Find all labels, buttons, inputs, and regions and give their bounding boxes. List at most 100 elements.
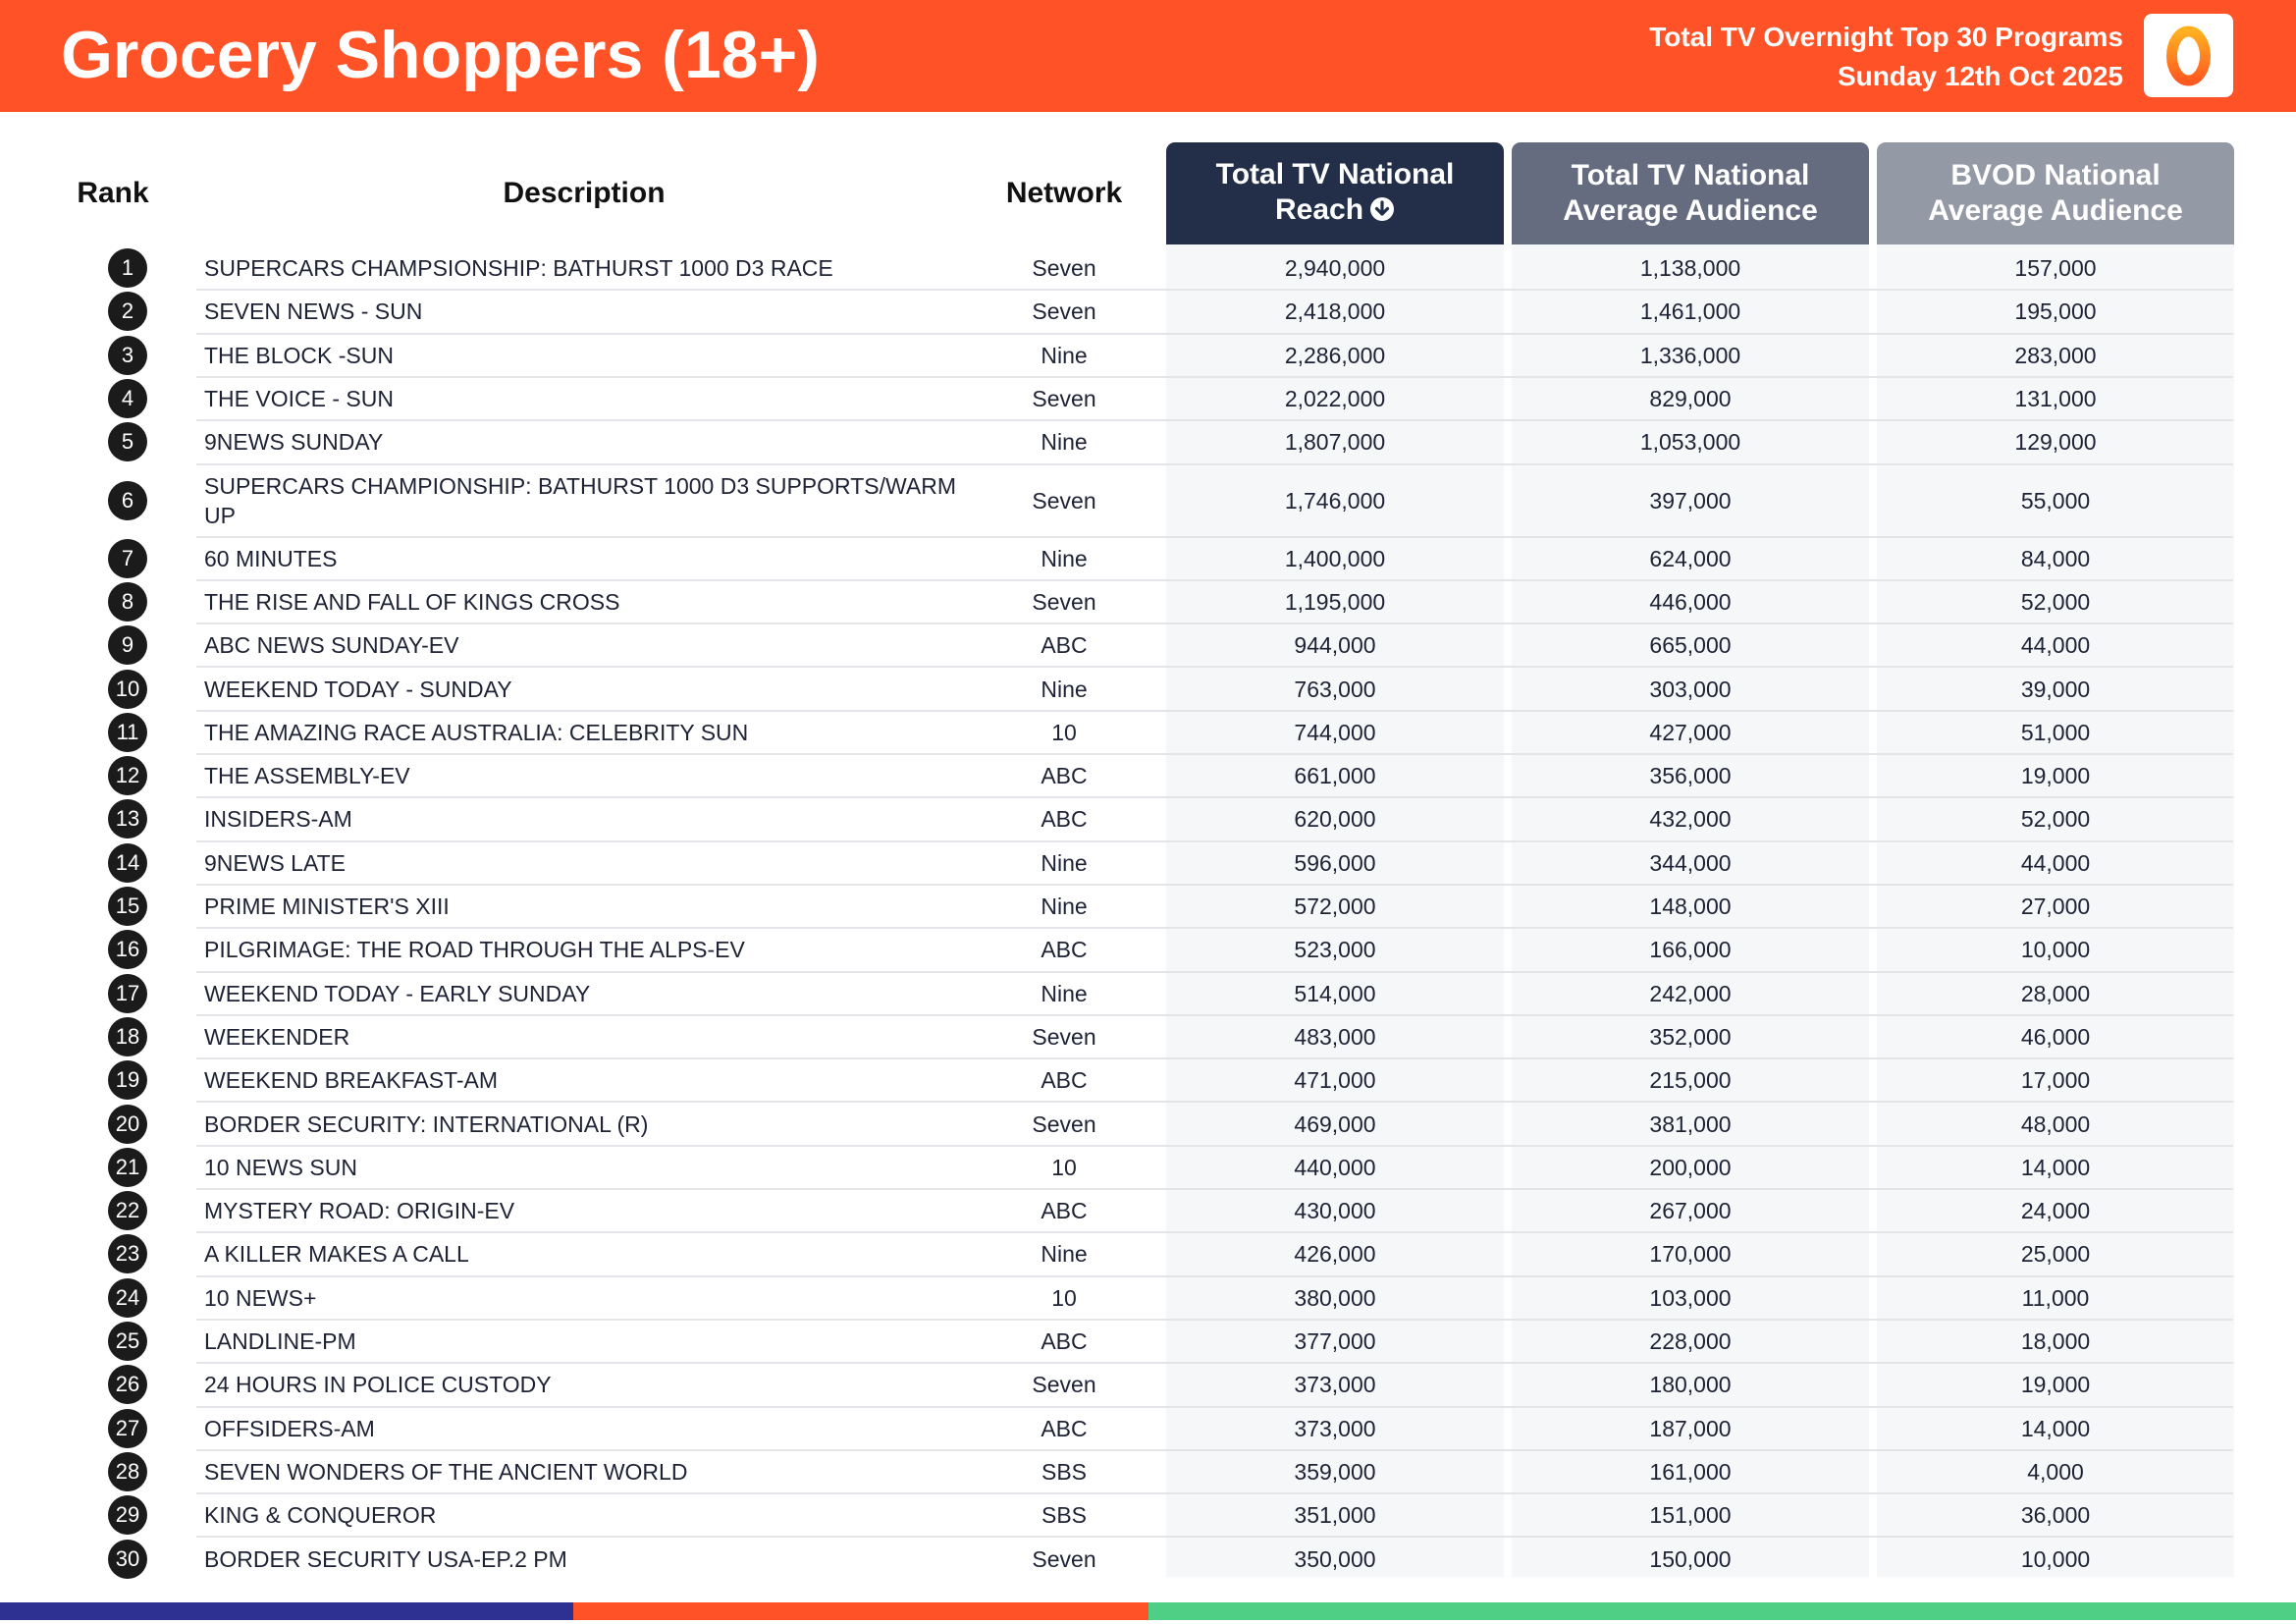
network-cell: ABC (1041, 632, 1088, 659)
table-row[interactable]: 13 INSIDERS-AM ABC 620,000 432,000 52,000 (0, 797, 2296, 840)
table-row[interactable]: 25 LANDLINE-PM ABC 377,000 228,000 18,000 (0, 1320, 2296, 1363)
network-cell: Seven (1032, 1372, 1096, 1398)
rank-badge: 13 (108, 799, 147, 839)
rank-badge: 14 (108, 842, 147, 883)
report-subtitle: Total TV Overnight Top 30 Programs Sunda… (1649, 18, 2123, 96)
bvod-column-bg (1877, 244, 2234, 1577)
table-row[interactable]: 5 9NEWS SUNDAY Nine 1,807,000 1,053,000 129,0… (0, 420, 2296, 463)
table-row[interactable]: 4 THE VOICE - SUN Seven 2,022,000 829,000 131… (0, 377, 2296, 420)
table-row[interactable]: 20 BORDER SECURITY: INTERNATIONAL (R) Seve… (0, 1102, 2296, 1145)
row-divider (196, 1318, 2233, 1321)
reach-cell: 373,000 (1294, 1372, 1376, 1398)
bvod-cell: 52,000 (2020, 588, 2091, 615)
table-row[interactable]: 18 WEEKENDER Seven 483,000 352,000 46,000 (0, 1015, 2296, 1058)
rank-badge: 10 (108, 669, 147, 709)
program-description: WEEKEND TODAY - SUNDAY (204, 676, 512, 702)
network-cell: Nine (1041, 893, 1088, 920)
table-row[interactable]: 9 ABC NEWS SUNDAY-EV ABC 944,000 665,000 44,0… (0, 623, 2296, 667)
column-header-avg-audience[interactable]: Total TV National Average Audience (1512, 142, 1869, 244)
avg-audience-cell: 228,000 (1649, 1328, 1732, 1355)
table-row[interactable]: 8 THE RISE AND FALL OF KINGS CROSS Seven 1,… (0, 580, 2296, 623)
rank-badge: 12 (108, 756, 147, 796)
network-cell: Nine (1041, 849, 1088, 876)
row-divider (196, 1101, 2233, 1104)
row-divider (196, 332, 2233, 335)
program-description: OFFSIDERS-AM (204, 1415, 375, 1441)
table-row[interactable]: 17 WEEKEND TODAY - EARLY SUNDAY Nine 514,00… (0, 972, 2296, 1015)
rank-badge: 23 (108, 1234, 147, 1274)
network-cell: ABC (1041, 1415, 1088, 1441)
table-row[interactable]: 28 SEVEN WONDERS OF THE ANCIENT WORLD SBS 3… (0, 1450, 2296, 1493)
network-cell: Seven (1032, 487, 1096, 514)
table-row[interactable]: 23 A KILLER MAKES A CALL Nine 426,000 170,00… (0, 1232, 2296, 1275)
reach-cell: 2,286,000 (1284, 342, 1386, 368)
table-row[interactable]: 19 WEEKEND BREAKFAST-AM ABC 471,000 215,000 1… (0, 1058, 2296, 1102)
reach-cell: 380,000 (1294, 1284, 1376, 1311)
table-row[interactable]: 24 10 NEWS+ 10 380,000 103,000 11,000 (0, 1276, 2296, 1320)
program-description: PRIME MINISTER'S XIII (204, 893, 450, 920)
row-divider (196, 1405, 2233, 1408)
bvod-cell: 24,000 (2020, 1198, 2091, 1224)
program-description: 9NEWS LATE (204, 849, 346, 876)
table-row[interactable]: 15 PRIME MINISTER'S XIII Nine 572,000 148,00… (0, 885, 2296, 928)
table-row[interactable]: 30 BORDER SECURITY USA-EP.2 PM Seven 350,00… (0, 1537, 2296, 1580)
network-cell: Nine (1041, 1241, 1088, 1268)
avg-audience-cell: 381,000 (1649, 1110, 1732, 1137)
program-description: ABC NEWS SUNDAY-EV (204, 632, 459, 659)
program-description: THE AMAZING RACE AUSTRALIA: CELEBRITY SU… (204, 719, 749, 745)
avg-audience-cell: 170,000 (1649, 1241, 1732, 1268)
rank-badge: 7 (108, 538, 147, 578)
reach-cell: 2,022,000 (1284, 386, 1386, 412)
avg-audience-cell: 665,000 (1649, 632, 1732, 659)
rank-badge: 25 (108, 1322, 147, 1362)
reach-cell: 2,418,000 (1284, 298, 1386, 325)
table-row[interactable]: 11 THE AMAZING RACE AUSTRALIA: CELEBRITY … (0, 711, 2296, 754)
reach-cell: 944,000 (1294, 632, 1376, 659)
table-row[interactable]: 1 SUPERCARS CHAMPSIONSHIP: BATHURST 1000 … (0, 246, 2296, 290)
avg-audience-cell: 1,053,000 (1639, 429, 1741, 456)
program-description: BORDER SECURITY: INTERNATIONAL (R) (204, 1110, 649, 1137)
table-row[interactable]: 22 MYSTERY ROAD: ORIGIN-EV ABC 430,000 267,0… (0, 1189, 2296, 1232)
column-header-bvod[interactable]: BVOD National Average Audience (1877, 142, 2234, 244)
table-row[interactable]: 14 9NEWS LATE Nine 596,000 344,000 44,000 (0, 841, 2296, 885)
reach-header-line1: Total TV National (1215, 157, 1455, 190)
program-description: THE VOICE - SUN (204, 386, 394, 412)
row-divider (196, 623, 2233, 625)
row-divider (196, 883, 2233, 886)
network-cell: ABC (1041, 806, 1088, 833)
reach-cell: 1,807,000 (1284, 429, 1386, 456)
column-header-reach[interactable]: Total TV National Reach (1166, 142, 1504, 244)
table-row[interactable]: 6 SUPERCARS CHAMPIONSHIP: BATHURST 1000 D… (0, 464, 2296, 537)
reach-cell: 620,000 (1294, 806, 1376, 833)
header-bar: Grocery Shoppers (18+) Total TV Overnigh… (0, 0, 2296, 112)
reach-cell: 596,000 (1294, 849, 1376, 876)
arrow-down-circle-icon[interactable] (1369, 195, 1395, 231)
rank-badge: 27 (108, 1408, 147, 1448)
avg-audience-cell: 215,000 (1649, 1067, 1732, 1094)
row-divider (196, 1492, 2233, 1495)
bvod-cell: 51,000 (2020, 719, 2091, 745)
network-cell: ABC (1041, 763, 1088, 789)
table-row[interactable]: 29 KING & CONQUEROR SBS 351,000 151,000 36,00… (0, 1493, 2296, 1537)
rank-badge: 20 (108, 1104, 147, 1144)
reach-cell: 350,000 (1294, 1545, 1376, 1572)
table-row[interactable]: 26 24 HOURS IN POLICE CUSTODY Seven 373,000… (0, 1363, 2296, 1406)
reach-cell: 1,400,000 (1284, 545, 1386, 571)
table-row[interactable]: 7 60 MINUTES Nine 1,400,000 624,000 84,000 (0, 537, 2296, 580)
table-row[interactable]: 2 SEVEN NEWS - SUN Seven 2,418,000 1,461,000… (0, 290, 2296, 333)
table-row[interactable]: 21 10 NEWS SUN 10 440,000 200,000 14,000 (0, 1146, 2296, 1189)
network-cell: Seven (1032, 298, 1096, 325)
table-row[interactable]: 12 THE ASSEMBLY-EV ABC 661,000 356,000 19,000 (0, 754, 2296, 797)
row-divider (196, 1144, 2233, 1147)
table-row[interactable]: 16 PILGRIMAGE: THE ROAD THROUGH THE ALPS-… (0, 928, 2296, 971)
row-divider (196, 927, 2233, 930)
bvod-cell: 14,000 (2020, 1415, 2091, 1441)
table-row[interactable]: 10 WEEKEND TODAY - SUNDAY Nine 763,000 303,0… (0, 667, 2296, 710)
page-title: Grocery Shoppers (18+) (61, 18, 820, 92)
rank-badge: 29 (108, 1495, 147, 1536)
avg-audience-cell: 150,000 (1649, 1545, 1732, 1572)
bvod-cell: 129,000 (2014, 429, 2097, 456)
table-row[interactable]: 3 THE BLOCK -SUN Nine 2,286,000 1,336,000 283… (0, 334, 2296, 377)
avg-audience-cell: 161,000 (1649, 1458, 1732, 1485)
table-row[interactable]: 27 OFFSIDERS-AM ABC 373,000 187,000 14,000 (0, 1407, 2296, 1450)
